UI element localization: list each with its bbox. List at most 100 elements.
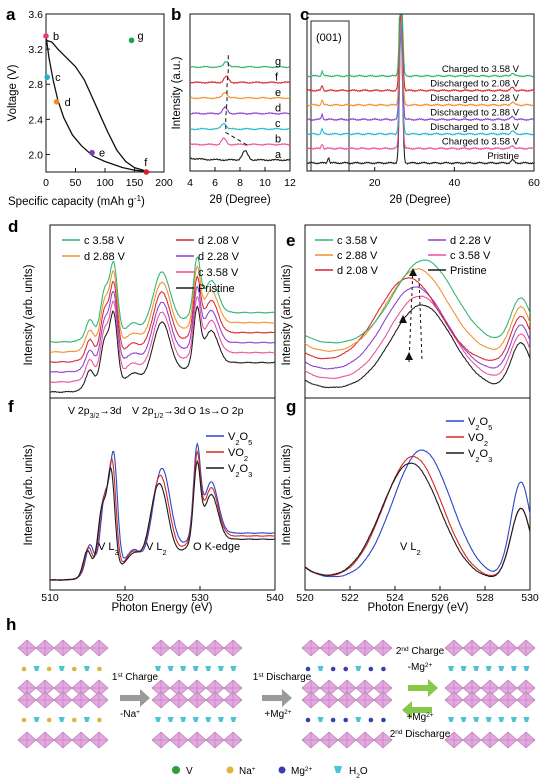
panel-b-curve-e	[189, 92, 291, 100]
octahedron-edge	[90, 732, 108, 748]
octahedron-edge	[206, 732, 224, 748]
panel-e-arrow-guide-1	[408, 267, 414, 363]
octahedron-edge	[320, 692, 338, 708]
octahedron-edge	[374, 732, 392, 748]
panel-g-ann-vl2: V L2	[400, 541, 421, 557]
panel-a-marker-label-e: e	[99, 148, 105, 160]
panel-d-legend-label: c 3.58 V	[84, 235, 125, 247]
octahedron-edge	[170, 732, 188, 748]
panel-d: c 3.58 V d 2.88 V d 2.08 V d 2.28 V c 3.58 V…	[23, 224, 276, 399]
panel-b-xtick: 8	[237, 177, 243, 189]
panel-a-marker-b	[43, 33, 49, 39]
panel-a-xtick: 150	[126, 177, 144, 189]
panel-b-curve-label-c: c	[275, 118, 281, 130]
panel-a-marker-label-b: b	[53, 31, 59, 43]
octahedron-edge	[224, 692, 242, 708]
panel-label-g: g	[286, 397, 296, 416]
panel-c-curve-label-2: Discharged to 3.18 V	[430, 122, 519, 133]
h2o-molecule	[485, 717, 492, 722]
h2o-molecule	[180, 666, 187, 671]
crystal-block	[301, 639, 393, 749]
panel-g-curve-V2O3	[304, 462, 531, 578]
octahedron-edge	[463, 692, 481, 708]
panel-g-legend-label: V2O3	[468, 448, 492, 464]
octahedron-edge	[356, 640, 374, 656]
panel-f-xtick: 540	[266, 592, 284, 604]
panel-e-arrow-head-3	[399, 315, 407, 323]
panel-a-marker-label-g: g	[138, 30, 144, 42]
panel-e-curve-3	[304, 277, 531, 361]
panel-d-curve-5	[49, 256, 276, 344]
na-ion	[21, 666, 27, 672]
species-v-label: V	[186, 766, 193, 777]
octahedron-edge	[445, 640, 463, 656]
panel-e-legend-label: d 2.08 V	[337, 265, 379, 277]
crystal-block	[17, 639, 109, 749]
octahedron-edge	[72, 732, 90, 748]
h2o-molecule	[510, 717, 517, 722]
panel-c-curve-label-0: Pristine	[487, 151, 519, 162]
octahedron-edge	[374, 640, 392, 656]
panel-b-xtick: 4	[187, 177, 193, 189]
panel-e-curve-0	[304, 304, 531, 389]
octahedron-edge	[152, 692, 170, 708]
h2o-molecule	[448, 717, 454, 722]
h2o-molecule	[180, 717, 187, 722]
octahedron-edge	[338, 640, 356, 656]
panel-c-curve-label-1: Charged to 3.58 V	[442, 137, 520, 148]
octahedron-edge	[445, 692, 463, 708]
octahedron-edge	[320, 732, 338, 748]
panel-a-marker-label-d: d	[65, 97, 71, 109]
octahedron-edge	[517, 640, 535, 656]
panel-b-curve-label-a: a	[275, 149, 282, 161]
panel-g-xtick: 528	[476, 592, 494, 604]
panel-b-curve-a	[190, 150, 291, 162]
panel-f-xtick: 520	[116, 592, 134, 604]
step3-label-mid: -Mg2+	[408, 662, 433, 674]
panel-a-curve-1	[45, 39, 150, 173]
panel-c-curve-1	[306, 29, 535, 151]
mg-ion	[368, 666, 374, 672]
panel-a-marker-e	[89, 149, 95, 156]
panel-label-c: c	[300, 5, 309, 24]
octahedron-edge	[188, 640, 206, 656]
octahedron-edge	[54, 640, 72, 656]
panel-c-curve-2	[306, 14, 535, 136]
octahedron-edge	[170, 640, 188, 656]
h2o-molecule	[523, 717, 530, 722]
panel-f-ylabel: Intensity (arb. units)	[23, 444, 35, 545]
panel-e-legend-label: Pristine	[450, 265, 487, 277]
h2o-molecule	[355, 717, 362, 722]
octahedron-edge	[18, 732, 36, 748]
panel-h: 1st Charge -Na+ 1st Discharge +Mg2+ 2nd …	[17, 639, 536, 780]
panel-e-arrow-head-2	[405, 352, 413, 360]
arrow-step3-forward	[408, 679, 438, 697]
arrow-step1	[120, 689, 150, 707]
panel-b-curve-f	[189, 75, 291, 85]
panel-d-curve-4	[49, 265, 275, 354]
panel-c-curve-5	[306, 14, 535, 93]
h2o-molecule	[167, 717, 174, 722]
octahedron-edge	[224, 732, 242, 748]
panel-a-marker-label-f: f	[144, 157, 148, 169]
panel-a-marker-c	[44, 74, 50, 80]
panel-label-h: h	[6, 615, 16, 634]
panel-b-curve-g	[189, 60, 291, 69]
panel-d-curve-0	[49, 305, 276, 394]
panel-a-ytick: 2.8	[28, 79, 43, 91]
crystal-block	[151, 639, 243, 749]
octahedron-edge	[188, 692, 206, 708]
step2-label: 1st Discharge	[253, 672, 312, 684]
panel-g-xtick: 524	[386, 592, 404, 604]
octahedron-edge	[72, 692, 90, 708]
octahedron-edge	[338, 692, 356, 708]
panel-g-frame	[304, 397, 531, 591]
octahedron-edge	[18, 692, 36, 708]
na-ion	[46, 666, 52, 672]
panel-c-xtick: 40	[449, 177, 461, 189]
octahedron-edge	[152, 732, 170, 748]
octahedron-edge	[206, 640, 224, 656]
panel-g-xtick: 522	[341, 592, 359, 604]
panel-a-xlabel: Specific capacity (mAh g-1)	[8, 194, 145, 209]
panel-f-ann-vl3: V L3	[98, 541, 119, 557]
